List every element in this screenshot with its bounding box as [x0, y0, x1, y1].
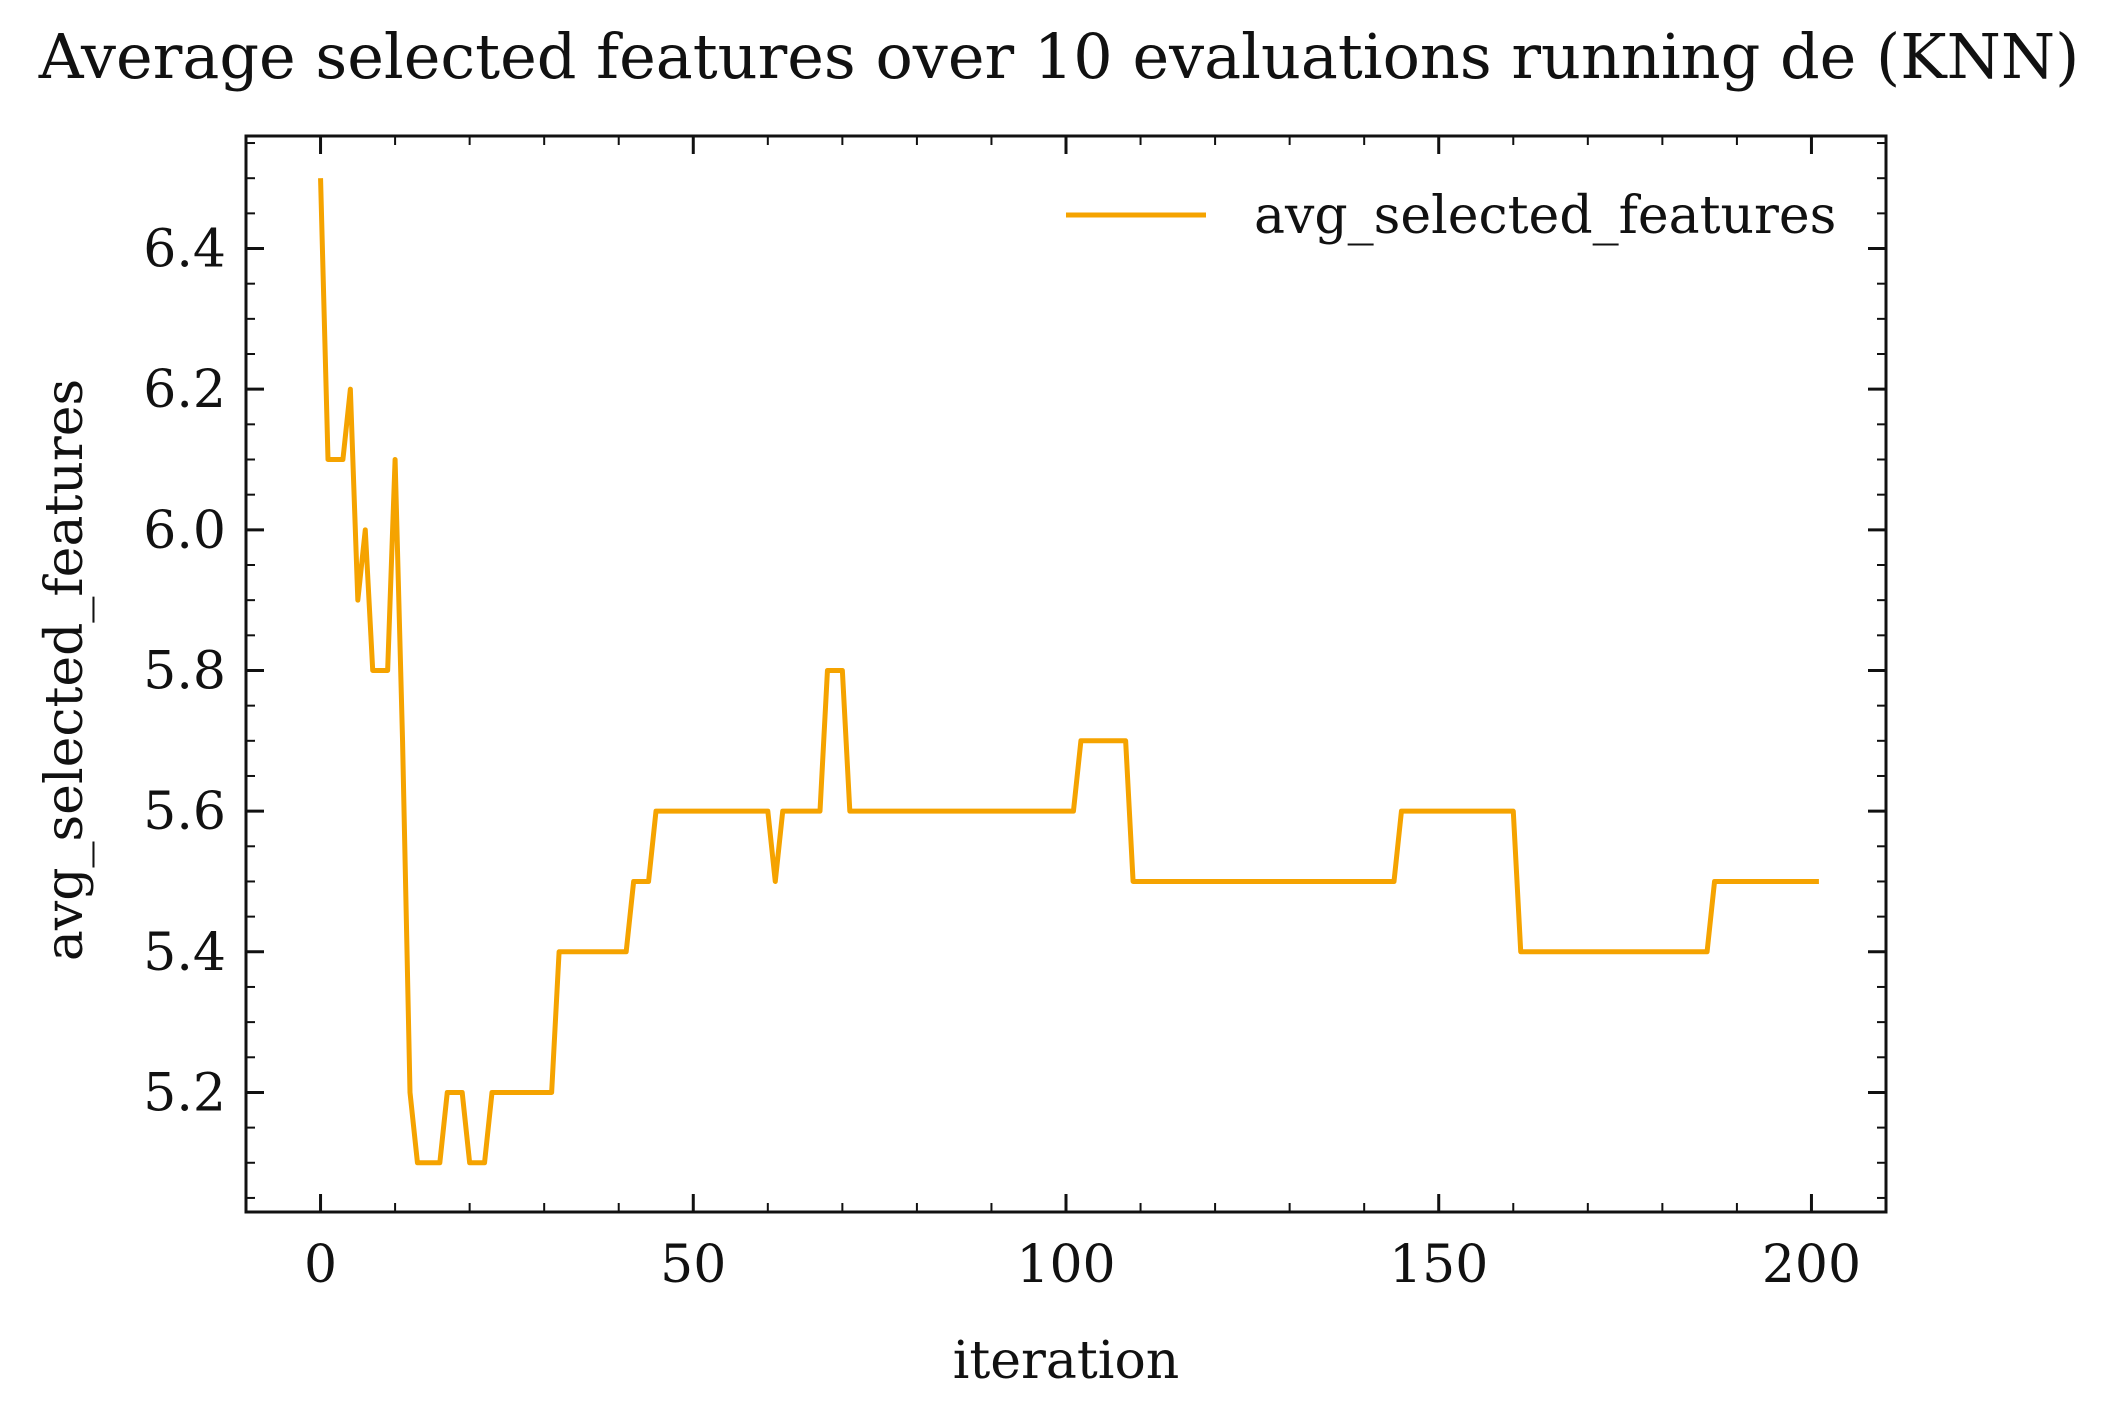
y-tick-label: 5.4 — [143, 923, 226, 983]
y-tick-label: 6.2 — [143, 360, 226, 420]
legend-label: avg_selected_features — [1254, 186, 1836, 246]
y-tick-label: 6.4 — [143, 220, 226, 280]
plot-frame — [244, 134, 1888, 1214]
y-axis-label: avg_selected_features — [35, 379, 95, 961]
x-axis-label: iteration — [953, 1331, 1179, 1391]
series-layer — [318, 178, 1819, 1166]
x-tick-label: 50 — [660, 1235, 726, 1295]
series-line — [318, 178, 1819, 1166]
y-tick-label: 5.6 — [143, 782, 226, 842]
y-tick-label: 5.8 — [143, 641, 226, 701]
chart-title: Average selected features over 10 evalua… — [38, 20, 2080, 93]
y-tick-label: 6.0 — [143, 501, 226, 561]
y-tick-label: 5.2 — [143, 1063, 226, 1123]
axis-ticks: 0 50 100 150 200 5.2 5.4 5.6 5.8 6.0 6.2 6.4 — [143, 136, 1887, 1295]
x-tick-label: 0 — [304, 1235, 337, 1295]
x-tick-label: 200 — [1762, 1235, 1861, 1295]
x-tick-label: 150 — [1389, 1235, 1488, 1295]
legend: avg_selected_features — [1066, 186, 1836, 246]
x-tick-label: 100 — [1016, 1235, 1115, 1295]
